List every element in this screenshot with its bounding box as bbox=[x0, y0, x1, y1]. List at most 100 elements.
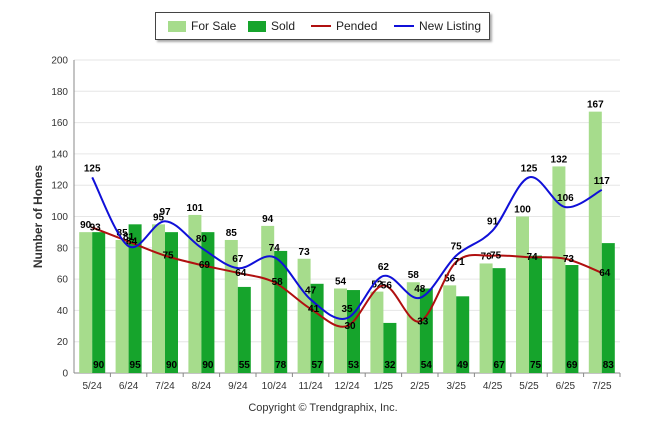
bar-sold bbox=[565, 265, 579, 373]
bar-for-sale bbox=[297, 258, 311, 373]
x-tick-label: 12/24 bbox=[334, 381, 359, 392]
pended-value-label: 64 bbox=[235, 268, 247, 279]
pended-value-label: 56 bbox=[381, 280, 393, 291]
sold-value-label: 90 bbox=[202, 360, 214, 371]
y-tick-label: 0 bbox=[62, 369, 68, 380]
new-listing-value-label: 47 bbox=[305, 285, 317, 296]
y-tick-label: 60 bbox=[57, 275, 69, 286]
new-listing-swatch bbox=[394, 25, 414, 27]
for-sale-value-label: 132 bbox=[551, 154, 568, 165]
pended-value-label: 33 bbox=[417, 316, 429, 327]
for-sale-value-label: 73 bbox=[299, 247, 311, 258]
x-tick-label: 10/24 bbox=[262, 381, 287, 392]
bar-for-sale bbox=[516, 216, 529, 373]
legend-item-new-listing[interactable]: New Listing bbox=[394, 13, 481, 39]
new-listing-value-label: 117 bbox=[594, 176, 611, 187]
pended-value-label: 71 bbox=[454, 257, 466, 268]
x-tick-label: 5/24 bbox=[82, 381, 102, 392]
x-tick-label: 1/25 bbox=[374, 381, 394, 392]
y-tick-label: 140 bbox=[51, 149, 68, 160]
y-tick-label: 100 bbox=[51, 212, 68, 223]
bar-for-sale bbox=[406, 282, 420, 373]
pended-value-label: 41 bbox=[308, 304, 320, 315]
for-sale-value-label: 101 bbox=[187, 203, 204, 214]
x-tick-label: 5/25 bbox=[519, 381, 539, 392]
y-tick-label: 200 bbox=[51, 56, 68, 67]
for-sale-value-label: 70 bbox=[481, 251, 493, 262]
bar-for-sale bbox=[552, 166, 566, 373]
y-tick-label: 80 bbox=[57, 243, 69, 254]
y-tick-label: 120 bbox=[51, 181, 68, 192]
bar-sold bbox=[128, 224, 142, 373]
bar-sold bbox=[456, 296, 470, 373]
new-listing-value-label: 62 bbox=[378, 262, 390, 273]
bar-for-sale bbox=[224, 239, 238, 373]
pended-value-label: 64 bbox=[599, 268, 611, 279]
new-listing-value-label: 80 bbox=[196, 234, 208, 245]
sold-value-label: 57 bbox=[312, 360, 324, 371]
sold-value-label: 75 bbox=[530, 360, 542, 371]
bar-for-sale bbox=[334, 288, 347, 373]
sold-value-label: 83 bbox=[603, 360, 615, 371]
bar-sold bbox=[165, 232, 178, 373]
for-sale-value-label: 85 bbox=[226, 228, 238, 239]
new-listing-line bbox=[91, 176, 603, 320]
x-tick-label: 6/25 bbox=[556, 381, 576, 392]
for-sale-value-label: 54 bbox=[335, 276, 347, 287]
legend-label-pended: Pended bbox=[336, 19, 378, 33]
pended-swatch bbox=[311, 25, 331, 27]
for-sale-value-label: 167 bbox=[587, 100, 604, 111]
bar-for-sale bbox=[79, 232, 93, 373]
pended-value-label: 93 bbox=[90, 222, 102, 233]
y-axis-title: Number of Homes bbox=[31, 165, 45, 269]
x-tick-label: 11/24 bbox=[298, 381, 323, 392]
bar-sold bbox=[492, 268, 506, 373]
y-tick-label: 40 bbox=[57, 306, 69, 317]
sold-value-label: 67 bbox=[494, 360, 506, 371]
new-listing-value-label: 106 bbox=[557, 193, 574, 204]
pended-value-label: 69 bbox=[199, 260, 211, 271]
y-tick-label: 160 bbox=[51, 118, 68, 129]
new-listing-value-label: 75 bbox=[451, 242, 463, 253]
x-tick-label: 4/25 bbox=[483, 381, 503, 392]
legend-item-sold[interactable]: Sold bbox=[248, 13, 295, 39]
legend-label-sold: Sold bbox=[271, 19, 296, 33]
sold-value-label: 49 bbox=[457, 360, 469, 371]
x-tick-label: 7/25 bbox=[592, 381, 612, 392]
sold-value-label: 32 bbox=[384, 360, 396, 371]
pended-value-label: 74 bbox=[526, 252, 538, 263]
legend-item-for-sale[interactable]: For Sale bbox=[168, 13, 236, 39]
bar-sold bbox=[601, 243, 615, 373]
x-tick-label: 7/24 bbox=[155, 381, 175, 392]
sold-value-label: 55 bbox=[239, 360, 251, 371]
sold-value-label: 78 bbox=[275, 360, 287, 371]
bar-sold bbox=[529, 255, 542, 373]
x-tick-label: 9/24 bbox=[228, 381, 248, 392]
pended-value-label: 84 bbox=[126, 237, 138, 248]
new-listing-value-label: 97 bbox=[159, 207, 171, 218]
legend: For Sale Sold Pended New Listing bbox=[155, 12, 490, 40]
legend-label-for-sale: For Sale bbox=[191, 19, 237, 33]
bar-for-sale bbox=[261, 225, 275, 373]
for-sale-value-label: 85 bbox=[117, 228, 129, 239]
copyright-text: Copyright © Trendgraphix, Inc. bbox=[248, 402, 398, 414]
sold-swatch bbox=[248, 20, 266, 32]
bar-for-sale bbox=[588, 111, 602, 374]
x-tick-label: 8/24 bbox=[192, 381, 212, 392]
for-sale-value-label: 52 bbox=[371, 280, 383, 291]
legend-item-pended[interactable]: Pended bbox=[311, 13, 377, 39]
sold-value-label: 95 bbox=[130, 360, 142, 371]
for-sale-value-label: 100 bbox=[514, 205, 531, 216]
new-listing-value-label: 81 bbox=[123, 232, 135, 243]
pended-value-label: 75 bbox=[490, 251, 502, 262]
for-sale-value-label: 56 bbox=[444, 273, 456, 284]
bar-for-sale bbox=[188, 214, 202, 373]
pended-line bbox=[91, 226, 603, 328]
for-sale-value-label: 90 bbox=[80, 220, 92, 231]
for-sale-value-label: 95 bbox=[153, 212, 165, 223]
bar-for-sale bbox=[370, 291, 384, 373]
new-listing-value-label: 35 bbox=[341, 304, 353, 315]
bar-sold bbox=[92, 232, 106, 373]
y-tick-label: 20 bbox=[57, 337, 69, 348]
